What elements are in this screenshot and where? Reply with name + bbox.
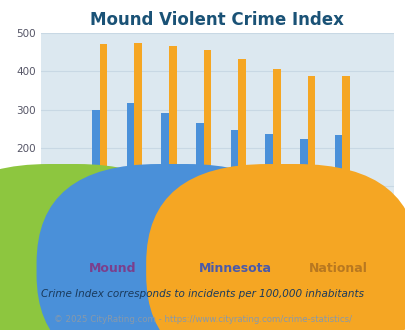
Title: Mound Violent Crime Index: Mound Violent Crime Index: [90, 11, 343, 29]
Bar: [92, 110, 100, 224]
Text: Crime Index corresponds to incidents per 100,000 inhabitants: Crime Index corresponds to incidents per…: [41, 289, 364, 299]
Bar: [84, 179, 92, 224]
Bar: [257, 210, 265, 224]
Bar: [203, 50, 211, 224]
Bar: [326, 201, 334, 224]
Text: Minnesota: Minnesota: [198, 262, 271, 276]
Bar: [153, 186, 161, 224]
Bar: [265, 134, 272, 224]
Bar: [307, 76, 314, 224]
Bar: [230, 130, 238, 224]
Bar: [334, 135, 341, 224]
Bar: [168, 46, 176, 224]
Bar: [292, 214, 299, 224]
Text: © 2025 CityRating.com - https://www.cityrating.com/crime-statistics/: © 2025 CityRating.com - https://www.city…: [54, 315, 351, 324]
Text: Mound: Mound: [89, 262, 136, 276]
Bar: [272, 69, 280, 224]
Bar: [238, 59, 245, 224]
Bar: [341, 76, 349, 224]
Bar: [188, 215, 196, 224]
Bar: [161, 113, 168, 224]
Bar: [126, 103, 134, 224]
Bar: [223, 195, 230, 224]
Bar: [196, 123, 203, 224]
Bar: [100, 45, 107, 224]
Bar: [134, 43, 142, 224]
Bar: [119, 203, 126, 224]
Bar: [299, 139, 307, 224]
Text: National: National: [308, 262, 367, 276]
